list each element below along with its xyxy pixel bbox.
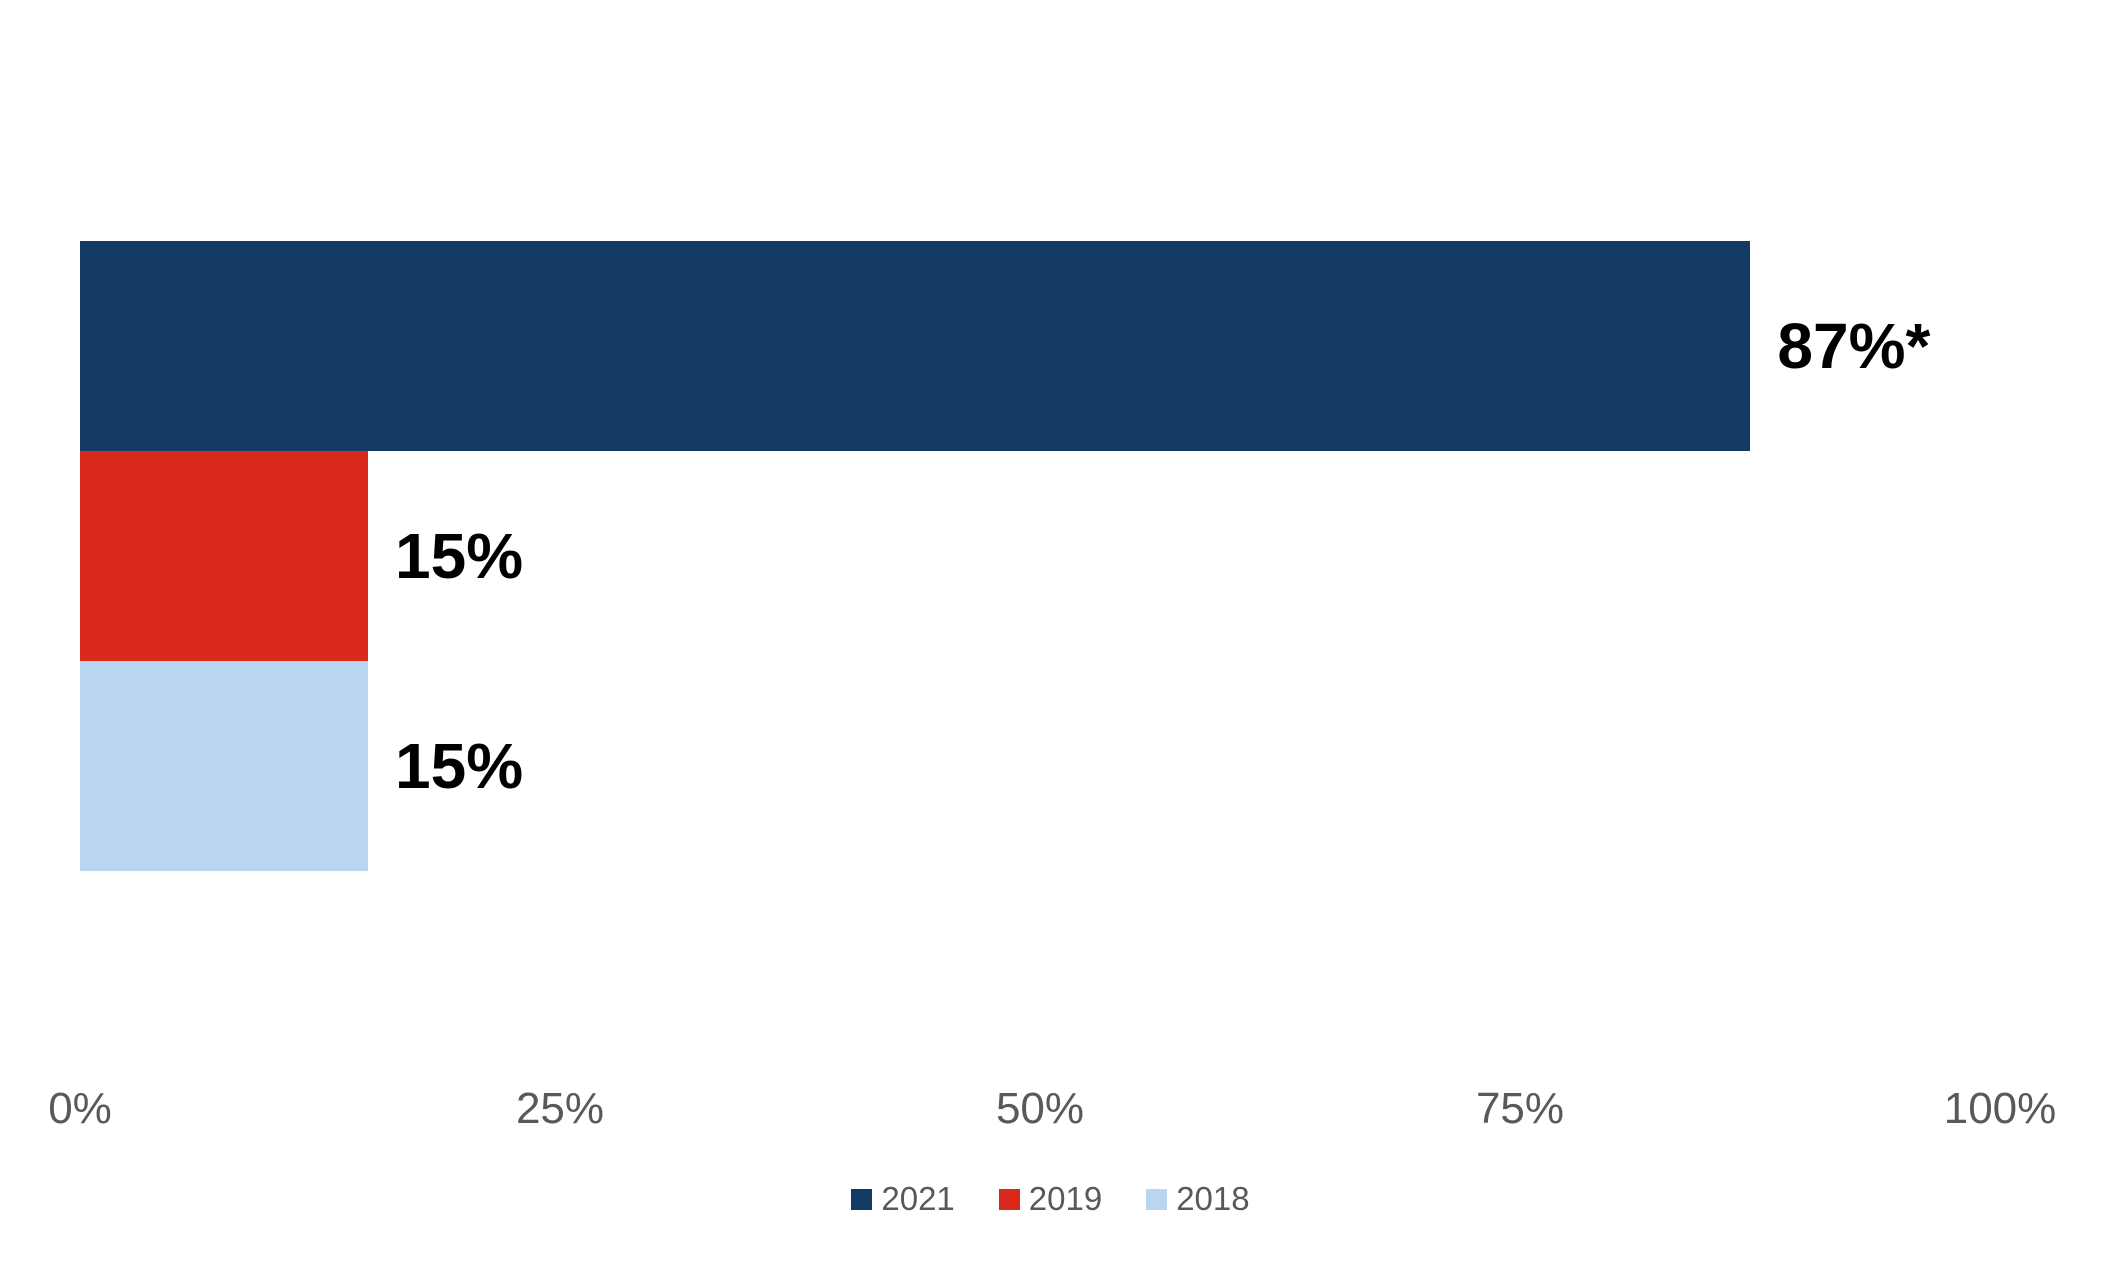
legend-swatch-icon (1146, 1188, 1168, 1210)
legend-item-2019: 2019 (998, 1179, 1103, 1219)
legend-label: 2019 (1028, 1180, 1103, 1217)
legend-swatch-icon (998, 1188, 1020, 1210)
legend-label: 2021 (881, 1180, 955, 1217)
bar-value-label-2018: 15% (395, 730, 524, 802)
x-axis-tick-label-25: 25% (515, 1084, 605, 1133)
bar-value-label-2019: 15% (395, 520, 524, 592)
x-axis-tick-label-50: 50% (995, 1084, 1085, 1133)
bar-value-label-2021: 87%* (1777, 310, 1931, 382)
legend-item-2021: 2021 (851, 1179, 955, 1219)
x-axis-tick-label-75: 75% (1475, 1084, 1565, 1133)
x-axis-tick-label-0: 0% (48, 1084, 112, 1133)
plot-area: 87%* 15% 15% (80, 241, 2000, 871)
bar-2019 (80, 451, 368, 661)
legend-item-2018: 2018 (1146, 1179, 1250, 1219)
legend: 2021 2019 2018 (0, 1179, 2101, 1219)
x-axis: 0% 25% 50% 75% 100% (48, 1083, 2056, 1135)
x-axis-tick-label-100: 100% (1943, 1084, 2057, 1133)
legend-swatch-icon (851, 1188, 873, 1210)
legend-label: 2018 (1176, 1180, 1250, 1217)
bar-2018 (80, 661, 368, 871)
bar-2021 (80, 241, 1751, 451)
